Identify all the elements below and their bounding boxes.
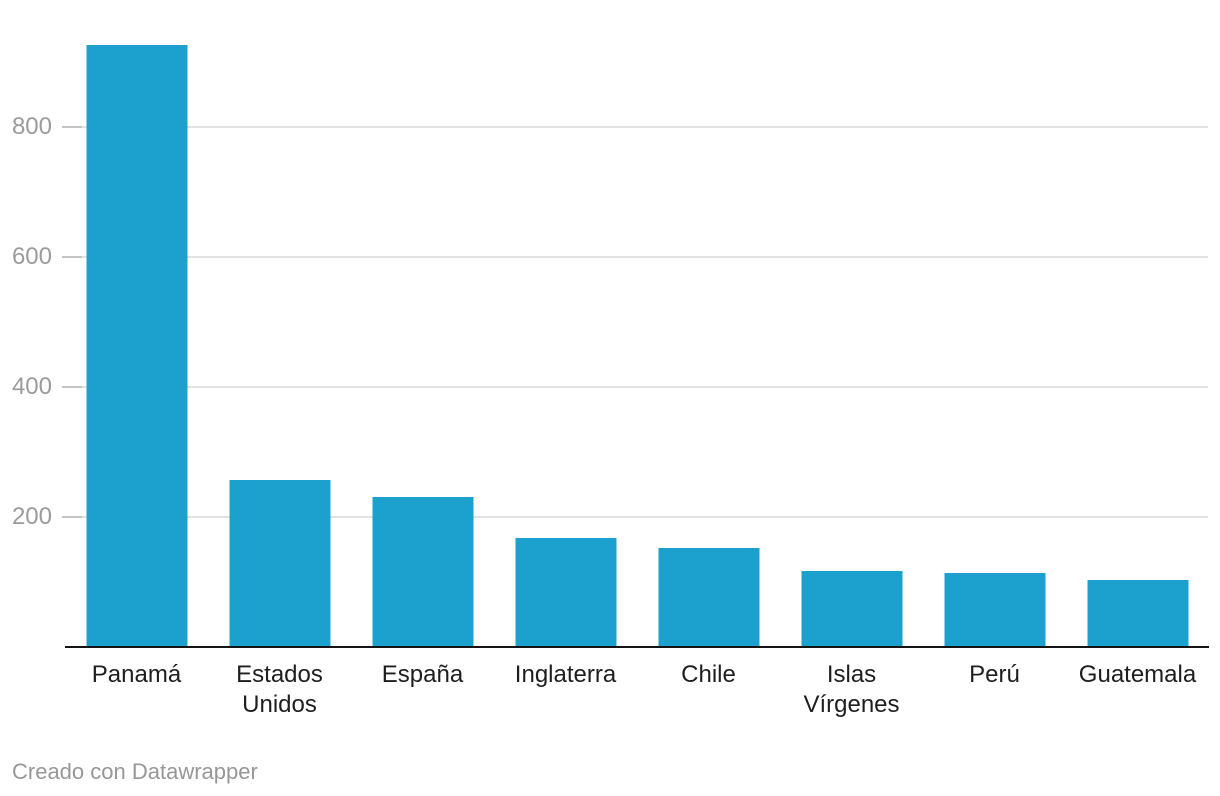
gridline <box>62 126 1208 128</box>
bar-slot <box>208 0 351 646</box>
plot-area <box>65 0 1209 646</box>
y-axis-tick-label: 800 <box>11 113 52 140</box>
bar-islas-vírgenes <box>801 570 902 646</box>
bar-estados-unidos <box>229 479 330 646</box>
x-axis-label: Chile <box>637 660 780 720</box>
bar-slot <box>780 0 923 646</box>
bar-slot <box>351 0 494 646</box>
x-axis-label: España <box>351 660 494 720</box>
x-axis-line <box>65 645 1209 648</box>
bar-inglaterra <box>515 538 616 646</box>
bar-guatemala <box>1087 580 1188 646</box>
x-axis-label: Panamá <box>65 660 208 720</box>
bar-chile <box>658 547 759 646</box>
x-axis-label-text: Guatemala <box>1078 661 1197 688</box>
x-axis-labels: Panamá Estados Unidos España Inglaterra Chil… <box>65 660 1209 720</box>
x-axis-label-text: Inglaterra <box>514 661 617 688</box>
x-axis-label: Islas Vírgenes <box>780 660 923 720</box>
y-axis-tick-label: 200 <box>11 503 52 530</box>
x-axis-label-text: Estados Unidos <box>236 661 323 718</box>
x-axis-label-text: Chile <box>681 661 736 688</box>
bar-slot <box>923 0 1066 646</box>
y-axis-tick-label: 400 <box>11 373 52 400</box>
x-axis-label-text: Perú <box>969 661 1020 688</box>
bar-españa <box>372 497 473 646</box>
bar-slot <box>494 0 637 646</box>
bar-slot <box>637 0 780 646</box>
x-axis-label: Guatemala <box>1066 660 1209 720</box>
x-axis-label: Estados Unidos <box>208 660 351 720</box>
gridline <box>62 516 1208 518</box>
y-axis-tick-mark <box>62 386 82 388</box>
x-axis-label: Perú <box>923 660 1066 720</box>
gridline <box>62 386 1208 388</box>
bar-panamá <box>86 44 187 646</box>
x-axis-label-text: España <box>381 661 464 688</box>
y-axis-tick-mark <box>62 516 82 518</box>
x-axis-label: Inglaterra <box>494 660 637 720</box>
y-axis-tick-label: 600 <box>11 243 52 270</box>
x-axis-label-text: Islas Vírgenes <box>803 661 900 718</box>
attribution-text: Creado con Datawrapper <box>12 759 258 784</box>
y-axis-tick-mark <box>62 126 82 128</box>
bar-slot <box>1066 0 1209 646</box>
bar-slot <box>65 0 208 646</box>
x-axis-label-text: Panamá <box>91 661 182 688</box>
y-axis-tick-mark <box>62 256 82 258</box>
gridline <box>62 256 1208 258</box>
bar-perú <box>944 573 1045 646</box>
